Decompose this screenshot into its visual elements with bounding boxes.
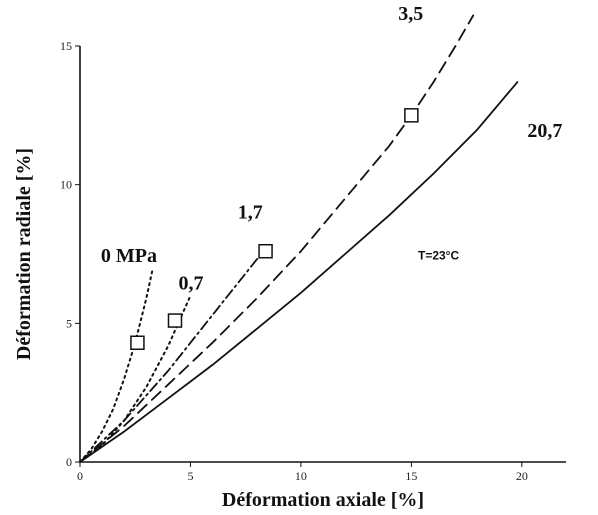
y-tick-label: 15 <box>60 39 72 53</box>
x-tick-label: 20 <box>516 469 528 483</box>
x-tick-label: 5 <box>187 469 193 483</box>
y-tick-label: 10 <box>60 178 72 192</box>
curve-1 <box>79 266 154 463</box>
x-tick-label: 15 <box>405 469 417 483</box>
y-tick-label: 5 <box>66 316 72 330</box>
failure-marker <box>404 108 419 123</box>
series-label: 20,7 <box>527 120 562 142</box>
failure-marker <box>167 313 183 328</box>
y-tick-label: 0 <box>66 455 72 469</box>
axes <box>79 46 566 463</box>
temperature-annotation: T=23°C <box>418 249 459 263</box>
y-axis-title: Déformation radiale [%] <box>13 148 35 360</box>
failure-marker-group <box>130 108 419 350</box>
series-label: 1,7 <box>238 201 263 223</box>
series-label: 0 MPa <box>101 245 157 267</box>
series-label-group: 0 MPa 0,7 1,7 3,5 20,7 <box>101 3 563 295</box>
series-label: 3,5 <box>398 3 423 25</box>
x-tick-label: 10 <box>295 469 307 483</box>
curve-3 <box>79 247 269 463</box>
x-axis-title: Déformation axiale [%] <box>222 489 424 511</box>
tick-group: 0 5 10 15 20 0 5 10 15 <box>60 39 528 483</box>
failure-marker <box>258 243 273 259</box>
curve-5 <box>79 81 519 463</box>
curve-group <box>79 14 519 463</box>
curve-4 <box>79 14 475 463</box>
failure-marker <box>130 335 145 350</box>
x-tick-label: 0 <box>77 469 83 483</box>
series-label: 0,7 <box>178 273 203 295</box>
